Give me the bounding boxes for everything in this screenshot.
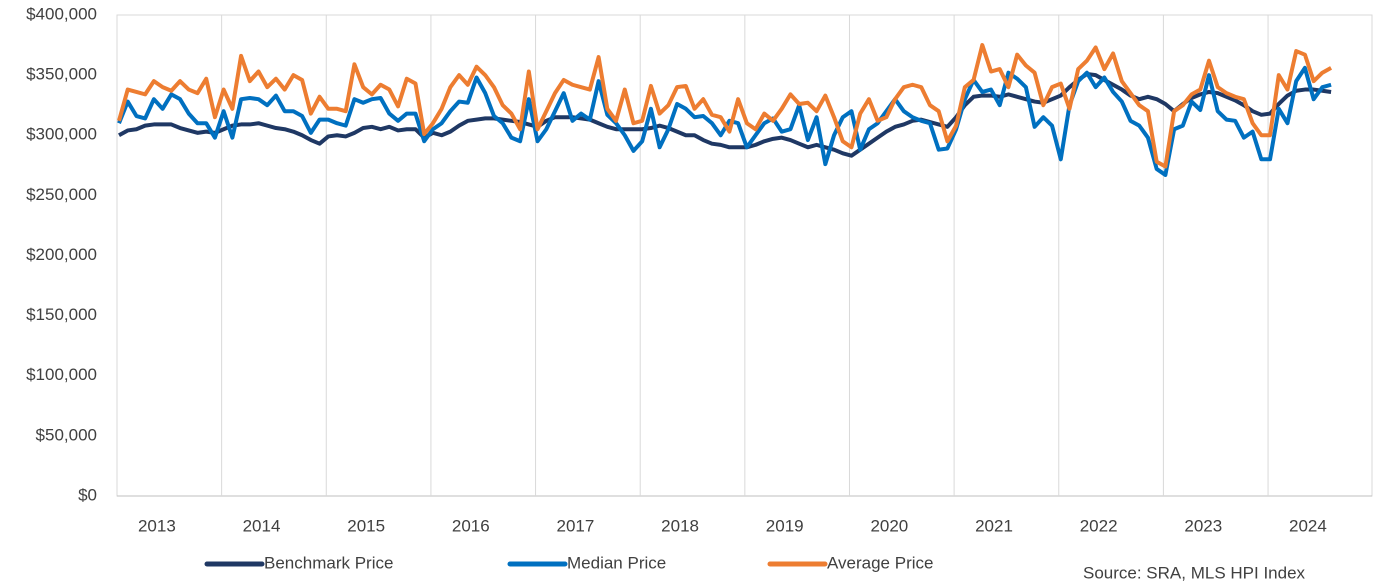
y-tick-label: $50,000	[36, 425, 97, 444]
x-tick-label: 2015	[347, 516, 385, 535]
source-note: Source: SRA, MLS HPI Index	[1083, 563, 1306, 581]
y-tick-label: $400,000	[26, 4, 97, 23]
y-tick-label: $200,000	[26, 245, 97, 264]
x-tick-label: 2023	[1184, 516, 1222, 535]
x-tick-label: 2021	[975, 516, 1013, 535]
y-tick-label: $100,000	[26, 365, 97, 384]
line-series	[117, 43, 1333, 169]
x-tick-label: 2018	[661, 516, 699, 535]
legend-label: Benchmark Price	[264, 553, 393, 572]
line-series	[118, 71, 1332, 158]
x-tick-label: 2013	[138, 516, 176, 535]
x-tick-label: 2024	[1289, 516, 1327, 535]
x-tick-label: 2014	[243, 516, 281, 535]
x-tick-label: 2017	[557, 516, 595, 535]
x-tick-label: 2019	[766, 516, 804, 535]
y-tick-label: $250,000	[26, 185, 97, 204]
y-tick-label: $350,000	[26, 65, 97, 84]
x-tick-label: 2016	[452, 516, 490, 535]
x-tick-label: 2022	[1080, 516, 1118, 535]
legend-label: Median Price	[567, 553, 666, 572]
y-tick-label: $0	[78, 485, 97, 504]
x-tick-label: 2020	[870, 516, 908, 535]
y-tick-label: $300,000	[26, 125, 97, 144]
y-tick-label: $150,000	[26, 305, 97, 324]
legend-label: Average Price	[827, 553, 933, 572]
